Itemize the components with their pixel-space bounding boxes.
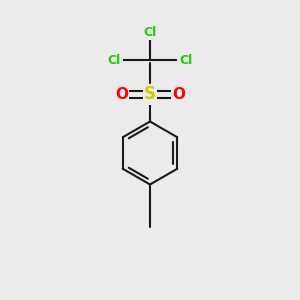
Text: S: S xyxy=(144,85,156,103)
Text: O: O xyxy=(115,87,128,102)
Text: Cl: Cl xyxy=(143,26,157,40)
Text: Cl: Cl xyxy=(107,53,121,67)
Text: Cl: Cl xyxy=(179,53,193,67)
Text: O: O xyxy=(172,87,185,102)
